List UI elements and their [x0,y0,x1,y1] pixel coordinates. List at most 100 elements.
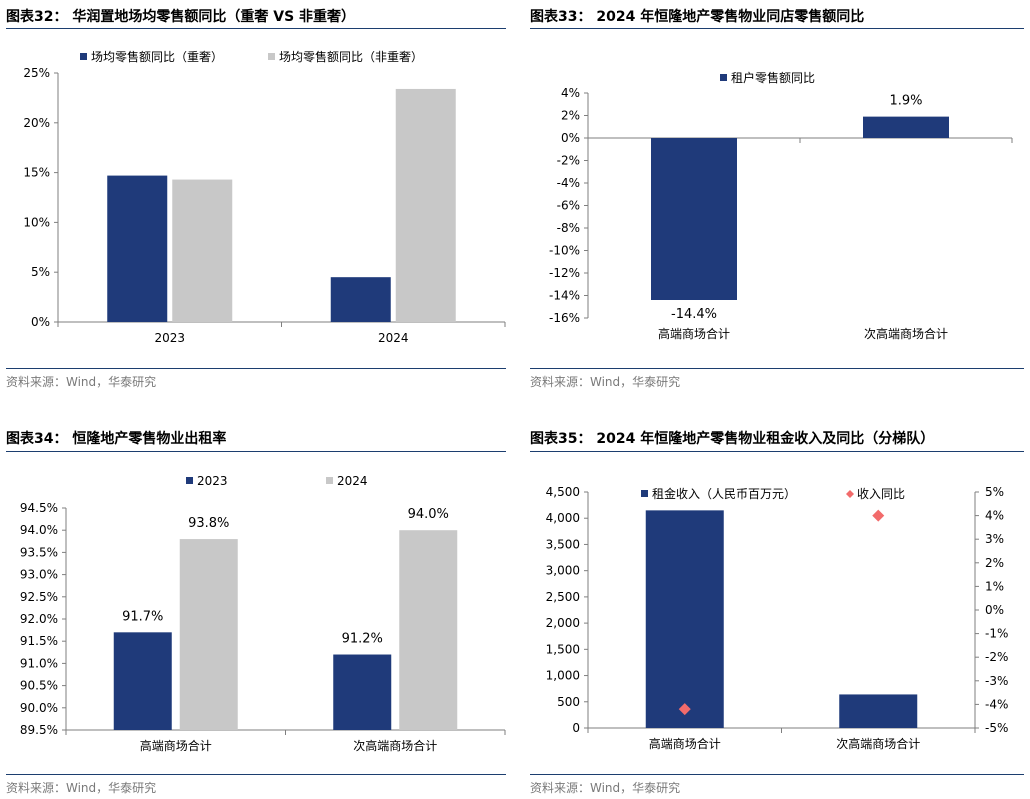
y-tick-label: -10% [549,244,580,258]
y-tick-label: 2% [561,109,580,123]
source-note-35: 资料来源：Wind，华泰研究 [530,781,681,795]
x-category-label: 高端商场合计 [140,738,212,753]
y-tick-label: 90.0% [20,701,58,715]
y-tick-label: -6% [557,199,580,213]
y-tick-label: 25% [23,66,50,80]
y-tick-label: 3,500 [546,537,580,551]
y-tick-label: 500 [557,695,580,709]
bar-场均零售额同比（重奢）-2024 [330,277,391,322]
y-tick-label: 92.0% [20,612,58,626]
legend-marker [641,490,648,497]
y-tick-label: 94.0% [20,523,58,537]
bar-租户零售额同比-高端商场合计 [651,138,737,300]
source-rule-34 [6,774,506,775]
chart-33-svg: -16% -14% -12% -10% -8% -6% -4% -2% 0% 2% 4% -14.4%… [549,70,1013,341]
chart-title-34: 图表34： 恒隆地产零售物业出租率 [6,431,227,447]
y2-tick-label: 1% [985,579,1004,593]
y-tick-label: 20% [23,116,50,130]
y-tick-label: 1,500 [546,642,580,656]
legend-label: 2024 [337,474,368,488]
data-label: 91.7% [122,609,163,624]
y2-tick-label: 4% [985,509,1004,523]
data-label: 91.2% [342,632,383,647]
y2-tick-label: -4% [985,697,1008,711]
y-tick-label: -2% [557,154,580,168]
y-tick-label: 0% [561,131,580,145]
y-tick-label: 2,500 [546,590,580,604]
y-tick-label: 2,000 [546,616,580,630]
x-category-label: 高端商场合计 [658,326,730,341]
x-category-label: 次高端商场合计 [836,736,920,751]
y-tick-label: 4,000 [546,511,580,525]
y-tick-label: 94.5% [20,501,58,515]
chart-title-35: 图表35： 2024 年恒隆地产零售物业租金收入及同比（分梯队） [530,431,935,447]
legend-label: 租金收入（人民币百万元） [652,486,796,501]
y-tick-label: 91.0% [20,656,58,670]
title-rule-35 [530,451,1024,452]
x-category-label: 次高端商场合计 [353,738,437,753]
source-note-34: 资料来源：Wind，华泰研究 [6,781,157,795]
y-tick-label: 92.5% [20,590,58,604]
title-rule-34 [6,451,506,452]
legend-marker [80,53,87,60]
legend-label: 租户零售额同比 [731,70,815,85]
y-tick-label: 0% [31,315,50,329]
source-rule-35 [530,774,1024,775]
chart-32-svg: 0% 5% 10% 15% 20% 25% 2023 2024 场均零售额同比（重奢） 场均零售额… [23,49,506,345]
legend-label: 场均零售额同比（重奢） [91,49,223,64]
bar-场均零售额同比（非重奢）-2024 [395,88,456,322]
chart-34-svg: 89.5% 90.0% 90.5% 91.0% 91.5% 92.0% 92.5% 93.0%… [20,474,506,753]
y-tick-label: 90.5% [20,679,58,693]
y-tick-label: 4,500 [546,485,580,499]
y2-tick-label: 3% [985,532,1004,546]
chart-title-32: 图表32： 华润置地场均零售额同比（重奢 VS 非重奢） [6,9,356,25]
legend-marker [268,53,275,60]
bar-租金收入（人民币百万元）-高端商场合计 [645,510,724,728]
y-tick-label: -8% [557,221,580,235]
bar-场均零售额同比（非重奢）-2023 [172,179,233,322]
bar-2024-高端商场合计 [179,539,238,730]
y-tick-label: -4% [557,176,580,190]
legend-marker [720,74,727,81]
y-tick-label: 10% [23,215,50,229]
legend-label: 2023 [197,474,228,488]
data-label: 1.9% [889,94,922,109]
y-tick-label: -16% [549,311,580,325]
legend-label: 收入同比 [857,487,905,501]
y2-tick-label: -1% [985,627,1008,641]
legend-marker-diamond [846,490,854,498]
legend-label: 场均零售额同比（非重奢） [279,49,423,64]
x-category-label: 2023 [154,331,185,345]
bar-租户零售额同比-次高端商场合计 [863,116,949,138]
bar-2023-次高端商场合计 [333,654,392,730]
y2-tick-label: -2% [985,650,1008,664]
y-tick-label: 93.0% [20,568,58,582]
x-category-label: 高端商场合计 [649,736,721,751]
title-rule-33 [530,28,1024,29]
source-note-33: 资料来源：Wind，华泰研究 [530,375,681,389]
y-tick-label: 93.5% [20,545,58,559]
yoy-diamond-次高端商场合计 [872,509,885,522]
data-label: 93.8% [188,516,229,531]
x-category-label: 次高端商场合计 [864,326,948,341]
source-note-32: 资料来源：Wind，华泰研究 [6,375,157,389]
y-tick-label: 15% [23,166,50,180]
bar-租金收入（人民币百万元）-次高端商场合计 [839,694,918,728]
data-label: -14.4% [671,307,717,322]
data-label: 94.0% [408,507,449,522]
y2-tick-label: 0% [985,603,1004,617]
y2-tick-label: 2% [985,556,1004,570]
y2-tick-label: -5% [985,721,1008,735]
y2-tick-label: -3% [985,674,1008,688]
y-tick-label: 91.5% [20,634,58,648]
chart-title-33: 图表33： 2024 年恒隆地产零售物业同店零售额同比 [530,9,865,25]
yoy-diamond-高端商场合计 [678,703,691,716]
legend-marker [186,477,193,484]
y-tick-label: 89.5% [20,723,58,737]
y2-tick-label: 5% [985,485,1004,499]
y-tick-label: 3,000 [546,564,580,578]
title-rule-32 [6,28,506,29]
legend-marker [326,477,333,484]
source-rule-32 [6,368,506,369]
